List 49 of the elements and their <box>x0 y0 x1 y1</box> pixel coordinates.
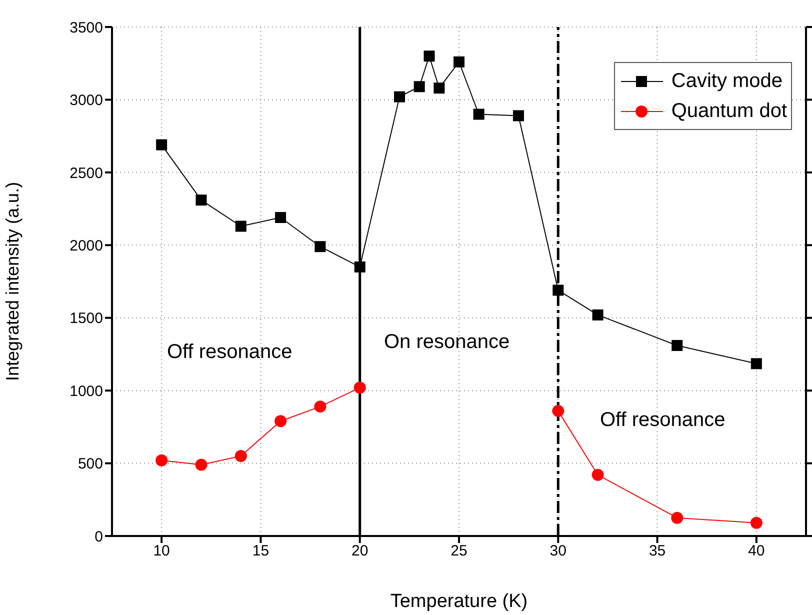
point <box>672 340 683 351</box>
point <box>424 50 435 62</box>
point <box>512 110 524 122</box>
point <box>592 468 604 481</box>
point <box>394 91 406 102</box>
y-tick-label: 2000 <box>70 237 103 254</box>
x-tick-label: 35 <box>648 542 666 560</box>
point <box>314 241 326 252</box>
point <box>234 450 247 462</box>
x-tick-label: 25 <box>450 542 468 560</box>
point <box>671 512 684 524</box>
x-tick-label: 20 <box>352 542 368 560</box>
x-tick-label: 10 <box>153 542 170 560</box>
point <box>235 220 246 232</box>
point <box>196 194 207 206</box>
x-tick-label: 30 <box>550 542 566 560</box>
point <box>275 212 286 224</box>
annotation: On resonance <box>384 331 510 354</box>
point <box>552 404 564 417</box>
y-tick-label: 1500 <box>70 310 103 328</box>
point <box>750 516 762 529</box>
y-tick-label: 3500 <box>70 19 103 36</box>
legend-label: Quantum dot <box>671 99 787 124</box>
point <box>454 56 464 68</box>
point <box>354 261 366 272</box>
x-tick-label: 15 <box>252 542 270 560</box>
y-tick-label: 0 <box>94 528 103 546</box>
point <box>156 139 168 150</box>
x-axis-title: Temperature (K) <box>390 591 528 612</box>
point <box>354 382 366 394</box>
point <box>274 415 287 428</box>
legend-label: Cavity mode <box>671 69 783 94</box>
y-tick-label: 500 <box>78 456 103 473</box>
point <box>552 284 564 296</box>
x-tick-label: 40 <box>748 542 765 560</box>
y-tick-label: 1000 <box>70 382 103 400</box>
point <box>473 108 484 120</box>
point <box>195 458 208 471</box>
annotation: Off resonance <box>600 409 726 432</box>
point <box>156 454 168 466</box>
y-tick-label: 2500 <box>70 164 103 182</box>
point <box>592 309 604 320</box>
annotation: Off resonance <box>167 341 292 364</box>
point <box>314 400 326 413</box>
point <box>434 82 445 94</box>
point <box>414 81 425 92</box>
y-tick-label: 3000 <box>70 92 103 110</box>
point <box>750 358 762 370</box>
y-axis-title: Integrated intensity (a.u.) <box>2 182 22 382</box>
